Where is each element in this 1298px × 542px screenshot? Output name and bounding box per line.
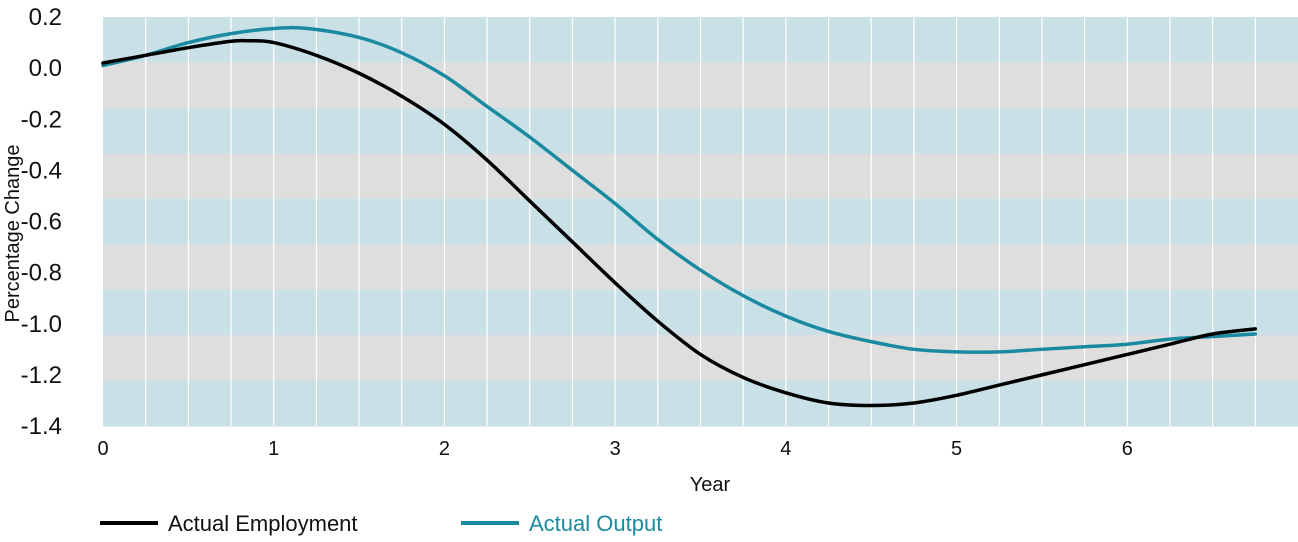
x-tick-label: 0 <box>97 438 108 460</box>
y-tick-label: 0.0 <box>29 55 62 82</box>
x-axis-title: Year <box>690 474 731 496</box>
y-tick-label: -0.4 <box>21 157 62 184</box>
legend-label: Actual Employment <box>168 511 358 536</box>
legend-label: Actual Output <box>529 511 662 536</box>
vertical-gridlines <box>145 17 1256 426</box>
x-tick-label: 5 <box>951 438 962 460</box>
y-axis-ticks: 0.2 0.0 -0.2 -0.4 -0.6 -0.8 -1.0 -1.2 -1.4 <box>21 4 62 440</box>
x-tick-label: 1 <box>268 438 279 460</box>
series-lines <box>101 25 1258 408</box>
y-tick-label: -1.0 <box>21 311 62 338</box>
y-tick-label: 0.2 <box>29 4 62 31</box>
x-axis-ticks: 0 1 2 3 4 5 6 <box>97 438 1132 460</box>
legend: Actual Employment Actual Output <box>100 511 662 536</box>
x-tick-label: 4 <box>780 438 791 460</box>
y-tick-label: -0.6 <box>21 209 62 236</box>
x-tick-label: 6 <box>1122 438 1133 460</box>
y-tick-label: -0.2 <box>21 106 62 133</box>
y-tick-label: -1.4 <box>21 413 62 440</box>
y-tick-label: -0.8 <box>21 260 62 287</box>
y-tick-label: -1.2 <box>21 362 62 389</box>
x-tick-label: 3 <box>610 438 621 460</box>
x-tick-label: 2 <box>439 438 450 460</box>
y-axis-title: Percentage Change <box>2 145 24 323</box>
series-line-actual-employment <box>101 38 1258 408</box>
series-line-actual-output <box>101 25 1258 354</box>
